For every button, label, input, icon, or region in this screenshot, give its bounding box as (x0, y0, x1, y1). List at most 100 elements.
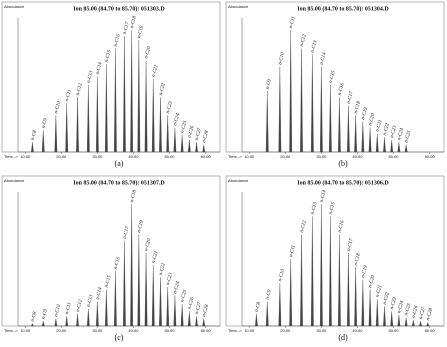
peak (375, 299, 379, 327)
x-tick-label: 60.00 (201, 328, 212, 333)
peak (86, 84, 90, 153)
peak (151, 78, 155, 153)
chart-title: Ion 85.00 (84.70 to 85.70): 051307.D (73, 179, 165, 186)
y-axis-label: Abundance (4, 4, 25, 9)
peak-label: n-C24 (173, 113, 181, 127)
peak-label: n-C17 (347, 91, 355, 105)
peak (419, 321, 422, 327)
peak (76, 97, 79, 153)
peak (144, 252, 148, 327)
peak-label: n-C16 (114, 33, 122, 47)
panel-caption: (a) (115, 159, 124, 168)
peak-label: n-C23 (390, 296, 398, 310)
peak (278, 66, 282, 153)
x-tick-label: 40.00 (128, 154, 139, 159)
peak (354, 115, 357, 153)
peak (114, 48, 117, 153)
peak (173, 127, 177, 153)
x-tick-label: 10.00 (20, 328, 31, 333)
x-tick-label: 50.00 (388, 328, 399, 333)
peak (375, 133, 379, 153)
x-tick-label: 10.00 (244, 154, 255, 159)
peak-label: n-C26 (188, 296, 196, 310)
peak (310, 216, 314, 327)
peak (320, 204, 323, 327)
peak (105, 64, 108, 153)
peak-label: n-C12 (300, 220, 308, 234)
peak-label: n-C11 (65, 89, 73, 102)
peak (54, 318, 58, 327)
peak-label: n-C10 (278, 52, 286, 66)
peak-label: n-C16 (338, 220, 346, 234)
x-tick-label: 50.00 (164, 328, 175, 333)
peak (30, 323, 34, 327)
peak-label: n-C12 (300, 33, 308, 47)
peak-label: n-C22 (383, 291, 391, 305)
y-axis-label: Abundance (228, 178, 249, 183)
peak-label: n-C15 (105, 49, 113, 63)
peak (289, 258, 293, 327)
peak (187, 139, 191, 153)
peak (41, 130, 45, 153)
peak-label: n-C13 (87, 294, 95, 308)
peak-label: n-C11 (65, 302, 73, 315)
peak (397, 315, 401, 327)
y-axis-label: Abundance (228, 4, 249, 9)
peak (289, 30, 293, 153)
peak (76, 313, 79, 327)
peak (54, 115, 58, 153)
chart-title: Ion 85.00 (84.70 to 85.70): 051304.D (297, 5, 389, 12)
x-tick-label: 30.00 (316, 328, 327, 333)
x-tick-label: 30.00 (92, 328, 103, 333)
peak-label: n-C25 (404, 302, 412, 316)
peak-label: n-C20 (144, 46, 152, 60)
x-tick-label: 20.00 (56, 154, 67, 159)
peak (173, 295, 177, 327)
peak (338, 97, 341, 153)
peak (338, 234, 341, 327)
peak-label: n-C18 (354, 100, 362, 114)
peak (320, 66, 323, 153)
peak (159, 277, 162, 327)
peak (390, 311, 394, 327)
peak (123, 240, 126, 327)
peak (329, 84, 332, 153)
peak-label: n-C13 (311, 40, 319, 54)
peak-label: n-C19 (361, 107, 369, 121)
peak-label: n-C20 (368, 113, 376, 127)
peak (31, 142, 34, 153)
peak-label: n-C19 (137, 25, 145, 39)
peak (347, 252, 350, 327)
peak-label: n-C10 (54, 100, 62, 114)
peak (278, 283, 282, 327)
peak-label: n-C17 (123, 21, 131, 35)
peak (202, 318, 206, 327)
x-axis-label: Time--> (228, 328, 242, 333)
peak-label: n-C22 (159, 82, 167, 96)
peak-label: n-C10 (278, 268, 286, 282)
peak-label: n-C8 (255, 301, 263, 312)
peak-label: n-C27 (419, 306, 427, 320)
peak-label: n-C24 (397, 300, 405, 314)
peak (397, 142, 401, 153)
peak (202, 144, 206, 153)
peak-label: n-C8 (31, 130, 39, 141)
peak-label: n-C17 (347, 238, 355, 252)
peak-label: n-C9 (41, 309, 49, 320)
peak-label: n-C23 (390, 125, 398, 139)
peak-label: n-C18 (354, 252, 362, 266)
peak (195, 142, 198, 153)
peak (123, 36, 126, 153)
peak-label: n-C14 (96, 287, 104, 301)
peak (159, 97, 162, 153)
peak-label: n-C10 (54, 304, 62, 318)
peak-label: n-C21 (375, 285, 383, 298)
x-tick-label: 20.00 (280, 154, 291, 159)
peak-label: n-C15 (329, 70, 337, 84)
peak-label: n-C14 (96, 61, 104, 75)
peak (426, 321, 430, 327)
peak-label: n-C9 (265, 78, 273, 89)
peak (383, 137, 386, 153)
peak (347, 105, 350, 153)
peak-label: n-C22 (383, 122, 391, 136)
